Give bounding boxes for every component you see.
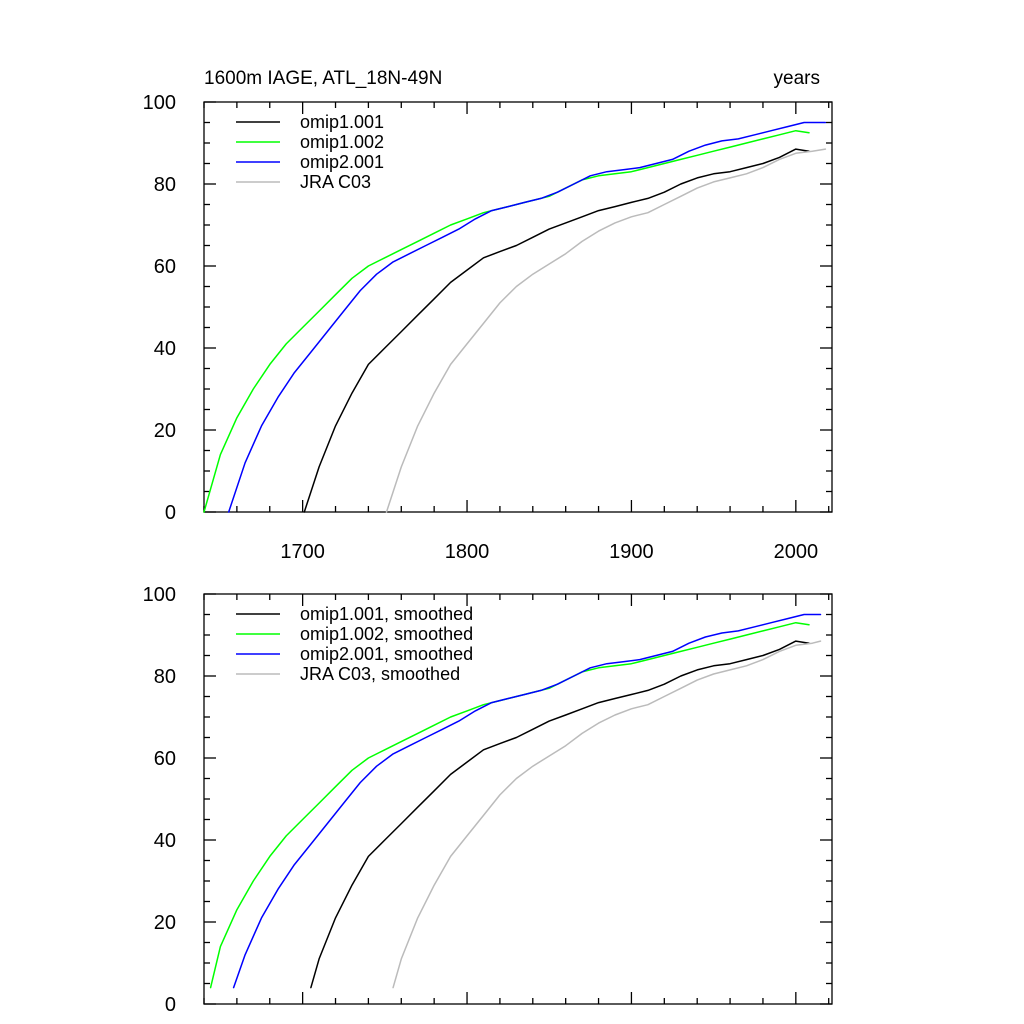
y-tick-label: 100 bbox=[143, 92, 176, 114]
legend-label: omip1.002, smoothed bbox=[300, 624, 473, 644]
series-line-omip1-001 bbox=[303, 148, 810, 513]
y-tick-label: 40 bbox=[154, 830, 176, 852]
legend-label: omip1.001 bbox=[300, 112, 384, 132]
chart-title-left: 1600m IAGE, ATL_18N-49N bbox=[204, 68, 442, 89]
y-tick-label: 60 bbox=[154, 748, 176, 770]
legend-label: omip1.002 bbox=[300, 132, 384, 152]
plot-frame bbox=[203, 593, 833, 1005]
y-tick-label: 80 bbox=[154, 666, 176, 688]
y-tick-label: 20 bbox=[154, 912, 176, 934]
y-tick-label: 60 bbox=[154, 256, 176, 278]
y-tick-label: 20 bbox=[154, 420, 176, 442]
series-line-omip1-002 bbox=[203, 129, 810, 513]
legend-label: omip2.001 bbox=[300, 152, 384, 172]
bottom-panel: 0 20 40 60 80 100 omip1.001, smoothedomip1.002… bbox=[143, 584, 833, 1016]
y-tick-label: 40 bbox=[154, 338, 176, 360]
y-tick-label: 0 bbox=[165, 502, 176, 524]
chart-title-right: years bbox=[774, 68, 820, 89]
x-tick-label: 1900 bbox=[609, 541, 654, 563]
y-tick-label: 100 bbox=[143, 584, 176, 606]
plot-frame bbox=[203, 101, 833, 513]
x-tick-label: 1800 bbox=[445, 541, 490, 563]
series-line-omip2-001 bbox=[227, 121, 827, 513]
series-line-omip2-001 bbox=[232, 613, 822, 989]
legend-label: JRA C03 bbox=[300, 172, 371, 192]
x-tick-label: 2000 bbox=[774, 541, 819, 563]
series-line-jra-c03 bbox=[385, 148, 827, 513]
top-panel: 0 20 40 60 80 100 1700 1800 1900 2000 1600m IAGE, … bbox=[143, 68, 833, 563]
x-tick-label: 1700 bbox=[280, 541, 325, 563]
legend-label: omip2.001, smoothed bbox=[300, 644, 473, 664]
series-line-omip1-001 bbox=[310, 640, 810, 989]
legend-label: JRA C03, smoothed bbox=[300, 664, 460, 684]
y-tick-label: 80 bbox=[154, 174, 176, 196]
y-tick-label: 0 bbox=[165, 994, 176, 1016]
legend-label: omip1.001, smoothed bbox=[300, 604, 473, 624]
series-line-jra-c03 bbox=[392, 640, 822, 989]
